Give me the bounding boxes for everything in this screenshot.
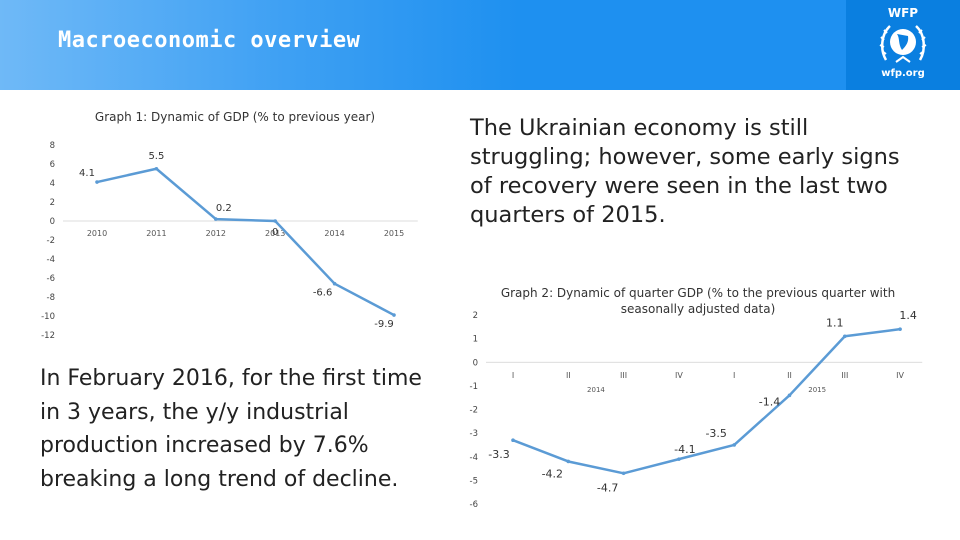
data-point xyxy=(332,281,337,286)
data-label: -6.6 xyxy=(313,288,333,299)
y-tick-label: -10 xyxy=(41,312,55,322)
data-label: 4.1 xyxy=(79,168,95,179)
data-label: -4.2 xyxy=(542,467,563,480)
y-tick-label: 8 xyxy=(50,141,55,151)
y-tick-label: -4 xyxy=(470,453,478,463)
data-label: 0 xyxy=(272,227,278,238)
data-point xyxy=(732,443,736,447)
data-point xyxy=(898,327,902,331)
y-tick-label: -3 xyxy=(470,429,478,439)
data-point xyxy=(566,459,571,464)
x-tick-label: 2011 xyxy=(146,229,166,238)
data-label: -4.7 xyxy=(597,481,618,494)
header-gradient xyxy=(0,0,520,90)
data-label: -3.3 xyxy=(488,448,509,461)
x-tick-label: I xyxy=(733,371,735,380)
logo-url: wfp.org xyxy=(881,68,925,79)
data-label: -3.5 xyxy=(705,427,726,440)
y-tick-label: 6 xyxy=(50,160,55,170)
data-label: -1.4 xyxy=(759,395,780,408)
chart2-title: Graph 2: Dynamic of quarter GDP (% to th… xyxy=(500,286,896,316)
data-point xyxy=(273,219,278,223)
data-point xyxy=(843,334,847,339)
header-bar: Macroeconomic overview WFP wfp.org xyxy=(0,0,960,90)
x-tick-label: 2014 xyxy=(324,229,344,238)
y-tick-label: 2 xyxy=(50,198,55,208)
wfp-logo: WFP wfp.org xyxy=(846,0,960,90)
x-group-label: 2014 xyxy=(587,386,605,394)
y-tick-label: 2 xyxy=(473,311,478,321)
y-tick-label: 0 xyxy=(473,358,478,368)
data-point xyxy=(95,180,99,184)
data-point xyxy=(621,471,626,476)
x-tick-label: III xyxy=(841,371,848,380)
y-tick-label: -1 xyxy=(470,382,478,392)
data-label: 1.4 xyxy=(899,309,917,322)
x-tick-label: III xyxy=(620,371,627,380)
series-line xyxy=(512,327,901,475)
x-tick-label: 2010 xyxy=(87,229,107,238)
y-tick-label: 4 xyxy=(50,179,55,189)
data-point xyxy=(787,393,792,398)
data-point xyxy=(154,166,159,171)
series-line xyxy=(96,167,395,317)
data-label: -4.1 xyxy=(674,443,695,456)
x-group-label: 2015 xyxy=(808,386,826,394)
data-label: -9.9 xyxy=(374,319,394,330)
wfp-emblem-icon xyxy=(879,25,927,63)
x-tick-label: IV xyxy=(896,371,904,380)
y-tick-label: 1 xyxy=(473,335,478,345)
y-tick-label: -2 xyxy=(470,406,478,416)
data-label: 5.5 xyxy=(148,151,164,162)
page-title: Macroeconomic overview xyxy=(58,28,361,53)
x-tick-label: 2012 xyxy=(206,229,226,238)
y-tick-label: 0 xyxy=(50,217,55,227)
data-point xyxy=(214,217,218,221)
y-tick-label: -6 xyxy=(470,500,478,510)
data-point xyxy=(392,313,396,317)
data-point xyxy=(677,457,681,461)
x-tick-label: II xyxy=(566,371,571,380)
industrial-production-text: In February 2016, for the first time in … xyxy=(40,366,422,492)
y-tick-label: -12 xyxy=(41,331,55,341)
y-tick-label: -5 xyxy=(470,476,478,486)
y-tick-label: -6 xyxy=(47,274,55,284)
y-tick-label: -8 xyxy=(47,293,55,303)
x-tick-label: IV xyxy=(675,371,683,380)
x-tick-label: 2013 xyxy=(265,229,285,238)
logo-name: WFP xyxy=(887,6,919,20)
x-tick-label: II xyxy=(787,371,792,380)
data-point xyxy=(511,438,515,443)
data-label: 1.1 xyxy=(826,316,844,329)
x-tick-label: 2015 xyxy=(384,229,404,238)
chart1-title: Graph 1: Dynamic of GDP (% to previous y… xyxy=(94,110,376,124)
y-tick-label: -2 xyxy=(47,236,55,246)
data-label: 0.2 xyxy=(216,203,232,214)
y-tick-label: -4 xyxy=(47,255,55,265)
x-tick-label: I xyxy=(512,371,514,380)
economy-summary-text: The Ukrainian economy is still strugglin… xyxy=(470,115,900,228)
